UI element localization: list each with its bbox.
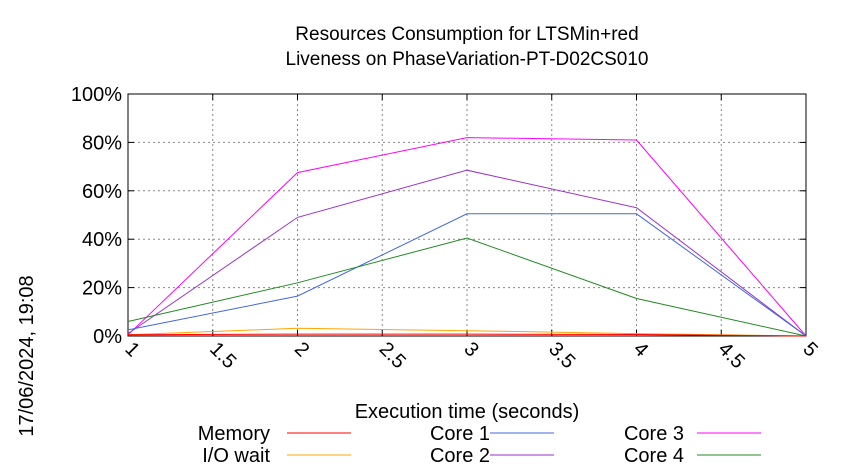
series-line-core-3 [127,137,807,337]
series-line-core-2 [127,169,807,337]
legend-label-memory: Memory [198,423,270,445]
series-line-memory [127,333,807,337]
y-tick-label: 0% [93,326,122,348]
y-axis: 0% 20% 40% 60% 80% 100% [71,84,806,348]
x-tick-label: 1.5 [205,338,240,373]
x-tick-label: 5 [798,338,821,361]
y-tick-label: 20% [82,278,122,300]
legend-label-core-1: Core 1 [430,423,490,445]
x-tick-label: 3 [459,338,482,361]
legend-label-core-2: Core 2 [430,445,490,467]
timestamp-label: 17/06/2024, 19:08 [16,275,38,436]
x-tick-label: 4 [629,338,652,361]
y-tick-label: 100% [71,84,122,106]
x-tick-label: 1 [120,338,143,361]
chart-title-line-1: Resources Consumption for LTSMin+red [295,24,638,45]
y-tick-label: 80% [82,132,122,154]
series-line-core-1 [127,213,807,337]
legend-label-core-4: Core 4 [624,445,684,467]
legend-label-core-3: Core 3 [624,423,684,445]
chart-title: Resources Consumption for LTSMin+red Liv… [286,24,649,70]
legend-label-i-o-wait: I/O wait [202,445,270,467]
y-tick-label: 60% [82,181,122,203]
x-axis-label: Execution time (seconds) [355,401,580,423]
y-tick-label: 40% [82,229,122,251]
grid [128,94,806,336]
series-line-core-4 [127,237,807,337]
x-tick-label: 3.5 [544,338,579,373]
x-tick-label: 2.5 [375,338,410,373]
series-lines [127,137,807,337]
chart-title-line-2: Liveness on PhaseVariation-PT-D02CS010 [286,49,649,70]
x-tick-label: 4.5 [714,338,749,373]
series-line-i-o-wait [127,327,807,337]
x-tick-label: 2 [290,338,313,361]
